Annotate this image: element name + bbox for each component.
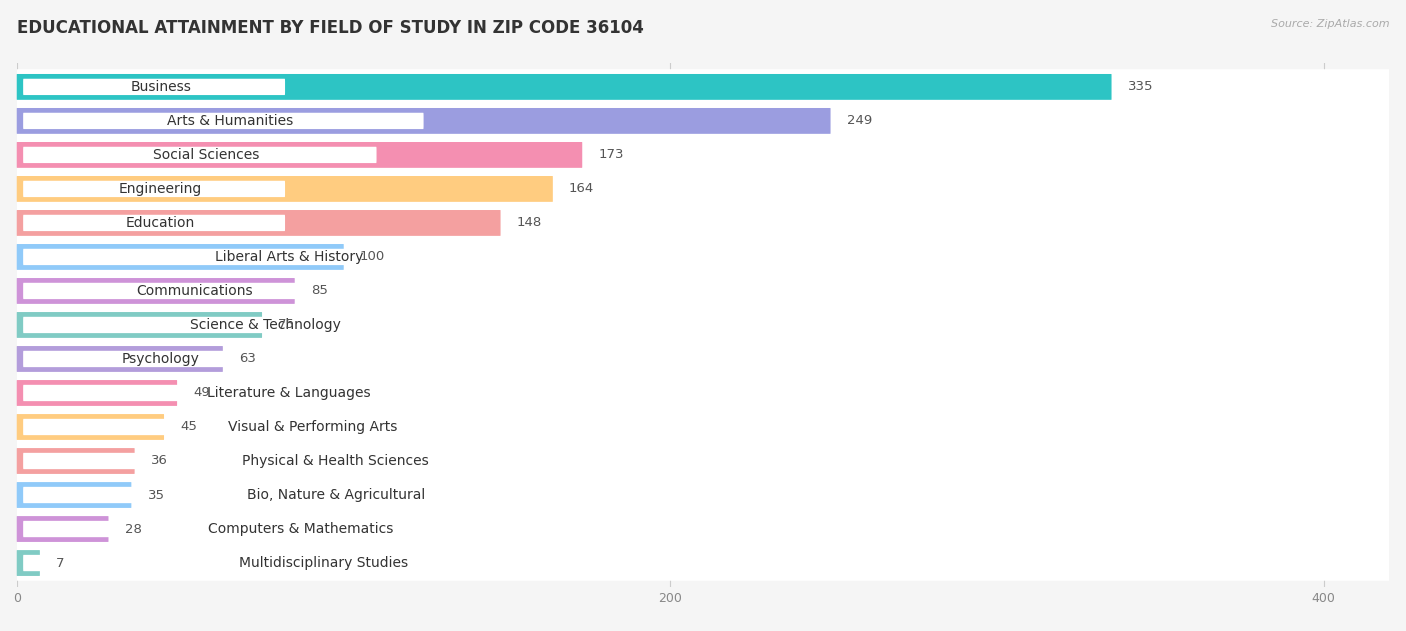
FancyBboxPatch shape (17, 210, 501, 236)
FancyBboxPatch shape (10, 341, 1389, 377)
FancyBboxPatch shape (22, 283, 353, 299)
Text: Social Sciences: Social Sciences (153, 148, 260, 162)
Text: 28: 28 (125, 522, 142, 536)
FancyBboxPatch shape (22, 317, 494, 333)
FancyBboxPatch shape (22, 113, 423, 129)
FancyBboxPatch shape (10, 205, 1389, 240)
Text: 164: 164 (569, 182, 595, 196)
FancyBboxPatch shape (17, 550, 39, 576)
FancyBboxPatch shape (10, 103, 1389, 139)
Text: Psychology: Psychology (122, 352, 200, 366)
Text: Computers & Mathematics: Computers & Mathematics (208, 522, 394, 536)
FancyBboxPatch shape (22, 180, 285, 197)
FancyBboxPatch shape (17, 448, 135, 474)
FancyBboxPatch shape (17, 346, 222, 372)
FancyBboxPatch shape (10, 171, 1389, 206)
FancyBboxPatch shape (17, 516, 108, 542)
Text: Communications: Communications (136, 284, 253, 298)
Text: Education: Education (127, 216, 195, 230)
FancyBboxPatch shape (22, 79, 285, 95)
FancyBboxPatch shape (10, 375, 1389, 411)
FancyBboxPatch shape (10, 69, 1389, 105)
FancyBboxPatch shape (17, 108, 831, 134)
Text: Bio, Nature & Agricultural: Bio, Nature & Agricultural (246, 488, 425, 502)
FancyBboxPatch shape (22, 385, 541, 401)
FancyBboxPatch shape (22, 453, 636, 469)
FancyBboxPatch shape (17, 414, 165, 440)
FancyBboxPatch shape (22, 555, 612, 571)
Text: 45: 45 (180, 420, 197, 433)
Text: Arts & Humanities: Arts & Humanities (167, 114, 292, 128)
Text: 335: 335 (1128, 80, 1153, 93)
Text: 75: 75 (278, 319, 295, 331)
FancyBboxPatch shape (10, 444, 1389, 479)
Text: 249: 249 (846, 114, 872, 127)
Text: Literature & Languages: Literature & Languages (207, 386, 371, 400)
Text: 35: 35 (148, 488, 165, 502)
Text: 85: 85 (311, 285, 328, 297)
FancyBboxPatch shape (10, 477, 1389, 513)
Text: 36: 36 (150, 454, 167, 468)
FancyBboxPatch shape (10, 307, 1389, 343)
FancyBboxPatch shape (10, 137, 1389, 173)
FancyBboxPatch shape (17, 142, 582, 168)
Text: Engineering: Engineering (120, 182, 202, 196)
FancyBboxPatch shape (10, 273, 1389, 309)
Text: 7: 7 (56, 557, 65, 570)
Text: 148: 148 (517, 216, 543, 230)
FancyBboxPatch shape (17, 482, 131, 508)
FancyBboxPatch shape (22, 419, 588, 435)
Text: Business: Business (131, 80, 191, 94)
FancyBboxPatch shape (10, 410, 1389, 445)
Text: Physical & Health Sciences: Physical & Health Sciences (242, 454, 429, 468)
Text: 100: 100 (360, 251, 385, 264)
FancyBboxPatch shape (17, 312, 262, 338)
FancyBboxPatch shape (22, 249, 541, 265)
FancyBboxPatch shape (22, 521, 565, 537)
FancyBboxPatch shape (10, 545, 1389, 581)
FancyBboxPatch shape (17, 74, 1112, 100)
Text: Science & Technology: Science & Technology (190, 318, 340, 332)
FancyBboxPatch shape (22, 487, 636, 503)
Text: Multidisciplinary Studies: Multidisciplinary Studies (239, 556, 409, 570)
FancyBboxPatch shape (10, 511, 1389, 546)
Text: Source: ZipAtlas.com: Source: ZipAtlas.com (1271, 19, 1389, 29)
Text: Visual & Performing Arts: Visual & Performing Arts (228, 420, 396, 434)
FancyBboxPatch shape (17, 176, 553, 202)
FancyBboxPatch shape (10, 239, 1389, 274)
Text: 173: 173 (599, 148, 624, 162)
Text: Liberal Arts & History: Liberal Arts & History (215, 250, 363, 264)
Text: 63: 63 (239, 353, 256, 365)
FancyBboxPatch shape (17, 278, 295, 304)
FancyBboxPatch shape (22, 351, 285, 367)
Text: EDUCATIONAL ATTAINMENT BY FIELD OF STUDY IN ZIP CODE 36104: EDUCATIONAL ATTAINMENT BY FIELD OF STUDY… (17, 19, 644, 37)
FancyBboxPatch shape (22, 215, 285, 231)
FancyBboxPatch shape (17, 380, 177, 406)
FancyBboxPatch shape (22, 147, 377, 163)
Text: 49: 49 (193, 386, 209, 399)
FancyBboxPatch shape (17, 244, 343, 270)
